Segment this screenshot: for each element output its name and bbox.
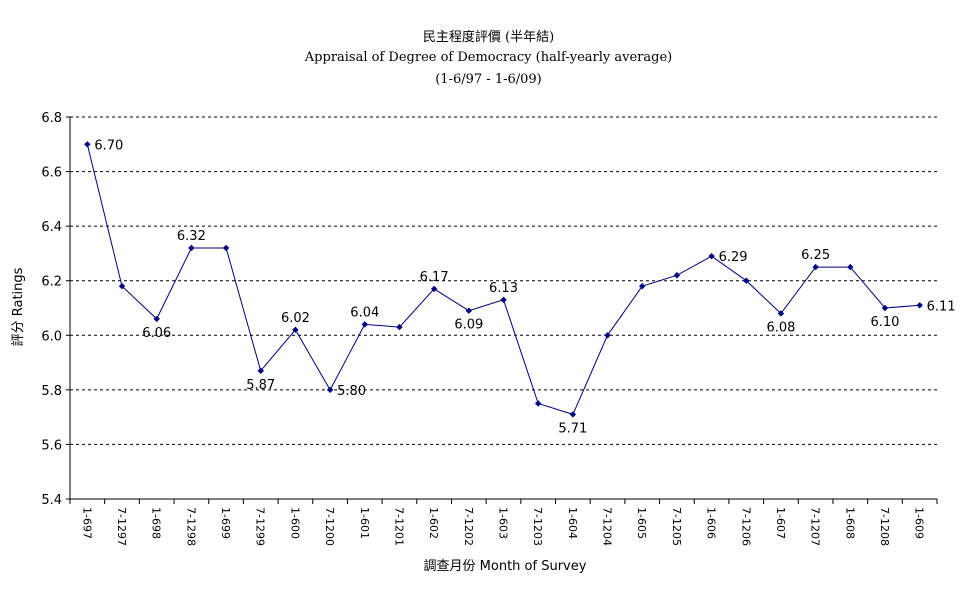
grid-lines	[70, 116, 937, 445]
x-tick-label: 1-600	[288, 507, 301, 539]
data-point	[604, 332, 611, 339]
x-tick-label: 7-1201	[392, 507, 405, 546]
x-tick-label: 7-1204	[601, 507, 614, 546]
data-label: 5.71	[558, 421, 587, 436]
x-tick-labels: 1-697 7-1297 1-698 7-1298 1-699 7-1299 1-600 7-…	[80, 507, 925, 546]
data-label: 6.04	[350, 305, 379, 320]
data-point	[430, 285, 438, 293]
data-points	[84, 141, 923, 418]
y-tick-label: 6.2	[41, 275, 62, 290]
data-point	[569, 411, 577, 418]
x-tick-label: 7-1297	[115, 507, 128, 546]
axes	[66, 116, 938, 504]
data-point	[743, 277, 750, 284]
data-label: 6.10	[871, 315, 900, 330]
data-label: 6.08	[766, 320, 795, 335]
data-point	[222, 244, 230, 252]
data-point	[118, 282, 126, 290]
x-tick-label: 1-608	[843, 507, 856, 539]
data-label: 6.70	[94, 138, 123, 153]
x-axis-label: 調查月份 Month of Survey	[424, 559, 587, 574]
x-tick-label: 1-699	[219, 507, 232, 539]
data-label: 6.32	[177, 229, 206, 244]
data-point	[257, 367, 264, 374]
y-tick-label: 5.6	[41, 438, 62, 453]
chart-title: 民主程度評價 (半年結)	[422, 30, 555, 45]
data-point	[84, 141, 91, 148]
series-line	[86, 144, 920, 416]
data-labels: 6.70 6.06 6.32 5.87 6.02 5.80 6.04 6.17 6.09 6.13…	[94, 138, 955, 436]
y-axis-label: 評分 Ratings	[11, 267, 26, 346]
data-point	[292, 326, 299, 334]
data-point	[916, 302, 923, 309]
x-tick-label: 7-1206	[739, 507, 752, 546]
data-point	[777, 310, 785, 317]
x-tick-label: 1-606	[705, 507, 718, 539]
data-point	[396, 323, 403, 331]
y-tick-label: 6.8	[41, 111, 62, 126]
chart-date-range: (1-6/97 - 1-6/09)	[435, 72, 542, 87]
data-point	[153, 315, 160, 323]
data-point	[188, 244, 195, 252]
data-label: 5.87	[246, 378, 275, 393]
data-point	[534, 400, 542, 407]
data-label: 6.25	[801, 248, 830, 263]
data-label: 6.06	[142, 326, 171, 341]
data-point	[708, 252, 715, 260]
x-tick-label: 7-1207	[809, 507, 822, 546]
x-tick-label: 7-1208	[878, 507, 891, 546]
chart-subtitle: Appraisal of Degree of Democracy (half-y…	[304, 50, 673, 65]
data-label: 6.13	[489, 281, 518, 296]
x-tick-label: 1-602	[427, 507, 440, 539]
x-tick-label: 1-601	[358, 507, 371, 539]
y-tick-label: 5.4	[41, 493, 62, 508]
data-label: 6.29	[719, 250, 748, 265]
x-tick-label: 7-1202	[462, 507, 475, 546]
data-point	[673, 272, 681, 279]
x-tick-label: 7-1299	[254, 507, 267, 546]
x-tick-label: 7-1205	[670, 507, 683, 546]
x-tick-label: 1-698	[150, 507, 163, 539]
y-tick-labels: 5.4 5.6 5.8 6.0 6.2 6.4 6.6 6.8	[41, 111, 62, 508]
x-tick-label: 1-604	[566, 507, 579, 539]
x-tick-label: 7-1200	[323, 507, 336, 546]
data-label: 6.02	[281, 311, 310, 326]
data-point	[361, 321, 368, 328]
x-tick-label: 1-609	[913, 507, 926, 539]
data-point	[500, 296, 507, 304]
data-point	[881, 304, 889, 312]
data-label: 6.11	[927, 299, 956, 314]
x-tick-label: 1-605	[635, 507, 648, 539]
x-tick-label: 7-1203	[531, 507, 544, 546]
data-point	[639, 282, 646, 290]
data-label: 6.09	[454, 318, 483, 333]
x-tick-label: 1-603	[497, 507, 510, 539]
data-label: 5.80	[337, 384, 366, 399]
data-point	[326, 386, 334, 394]
x-tick-label: 1-697	[80, 507, 93, 539]
data-point	[812, 263, 819, 271]
y-tick-label: 6.6	[41, 166, 62, 181]
y-tick-label: 6.4	[41, 220, 62, 235]
series-line-path	[86, 144, 920, 416]
y-tick-label: 5.8	[41, 384, 62, 399]
x-tick-label: 1-607	[774, 507, 787, 539]
y-tick-label: 6.0	[41, 329, 62, 344]
data-point	[847, 263, 854, 271]
data-point	[465, 307, 473, 314]
data-label: 6.17	[420, 270, 449, 285]
x-tick-label: 7-1298	[184, 507, 197, 546]
